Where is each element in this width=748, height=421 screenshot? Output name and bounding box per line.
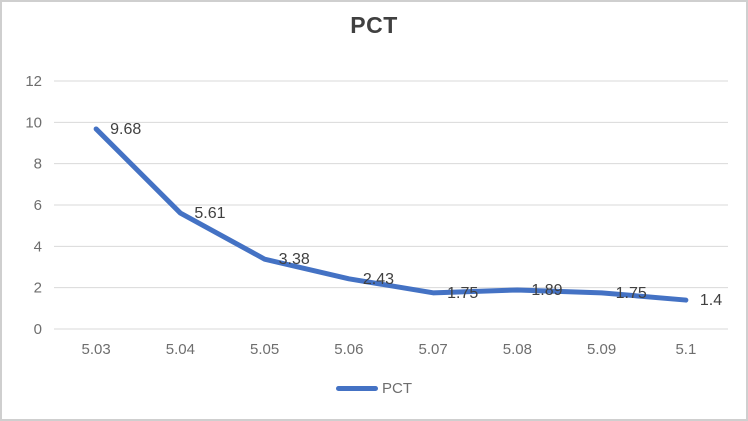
legend-label: PCT [382, 380, 412, 397]
y-axis-tick-label: 12 [25, 73, 42, 90]
data-label: 3.38 [279, 251, 310, 268]
legend: PCT [2, 380, 746, 397]
x-axis-tick-label: 5.07 [419, 341, 448, 358]
data-label: 1.75 [616, 285, 647, 302]
x-axis-tick-label: 5.09 [587, 341, 616, 358]
data-label: 2.43 [363, 271, 394, 288]
legend-line-swatch [336, 386, 378, 391]
chart-title: PCT [350, 12, 398, 38]
x-axis-tick-label: 5.08 [503, 341, 532, 358]
x-axis-tick-label: 5.03 [82, 341, 111, 358]
x-axis-tick-label: 5.04 [166, 341, 195, 358]
y-axis-tick-label: 10 [25, 114, 42, 131]
x-axis-tick-label: 5.06 [334, 341, 363, 358]
y-axis-tick-label: 2 [34, 280, 42, 297]
y-axis-tick-label: 8 [34, 156, 42, 173]
data-label: 1.4 [700, 292, 722, 309]
y-axis-tick-label: 6 [34, 197, 42, 214]
pct-series-line [93, 126, 689, 303]
y-axis-tick-label: 0 [34, 321, 42, 338]
y-axis-tick-label: 4 [34, 238, 42, 255]
x-axis-tick-label: 5.1 [675, 341, 696, 358]
data-label: 1.75 [447, 285, 478, 302]
data-label: 9.68 [110, 121, 141, 138]
data-label: 5.61 [194, 205, 225, 222]
data-label: 1.89 [531, 282, 562, 299]
x-axis-tick-label: 5.05 [250, 341, 279, 358]
